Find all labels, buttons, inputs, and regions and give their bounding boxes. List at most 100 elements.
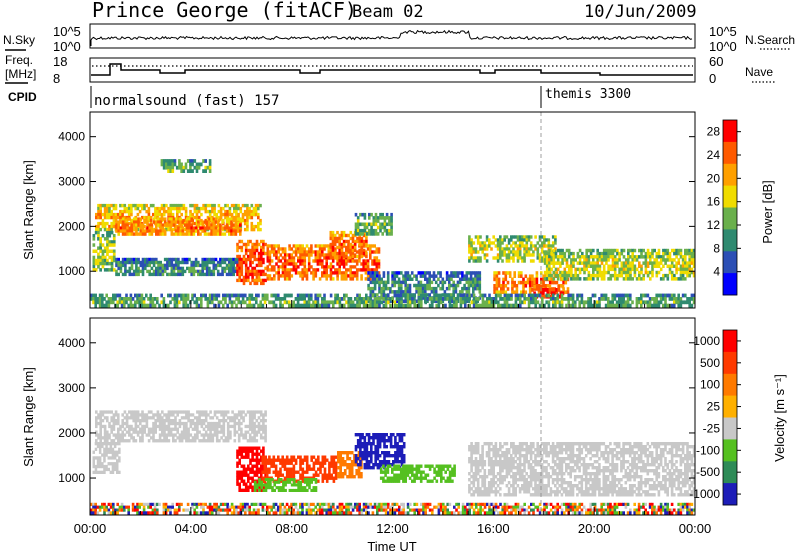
power-cell bbox=[468, 235, 471, 238]
velocity-cell bbox=[238, 483, 241, 486]
power-cell bbox=[387, 278, 390, 282]
power-cell bbox=[341, 237, 344, 240]
power-cell bbox=[510, 244, 513, 247]
nsky-label: N.Sky bbox=[3, 33, 35, 47]
power-cell bbox=[142, 270, 145, 273]
velocity-cell bbox=[99, 445, 102, 448]
power-cell bbox=[241, 270, 244, 273]
velocity-cell bbox=[324, 456, 327, 459]
power-cell bbox=[269, 256, 272, 259]
velocity-cell bbox=[196, 428, 199, 431]
power-cell bbox=[484, 294, 487, 298]
power-cell bbox=[556, 281, 559, 285]
power-cell bbox=[492, 235, 495, 238]
power-cell bbox=[239, 229, 242, 232]
power-cell bbox=[605, 294, 608, 298]
power-cell bbox=[218, 204, 221, 207]
power-cell bbox=[588, 258, 591, 262]
power-cell bbox=[122, 226, 125, 229]
velocity-cell bbox=[317, 474, 320, 477]
velocity-cell bbox=[333, 459, 336, 462]
velocity-cell bbox=[245, 483, 248, 486]
power-cell bbox=[221, 270, 224, 273]
power-cell bbox=[204, 294, 207, 298]
velocity-cell bbox=[99, 439, 102, 442]
velocity-cell bbox=[260, 486, 263, 489]
velocity-cell bbox=[93, 465, 96, 468]
power-cell bbox=[139, 210, 142, 213]
power-cell bbox=[332, 259, 335, 262]
power-cell bbox=[153, 217, 156, 220]
power-cell bbox=[378, 265, 381, 268]
power-cell bbox=[479, 271, 482, 275]
power-cell bbox=[684, 277, 687, 281]
power-cell bbox=[360, 277, 363, 280]
power-cell bbox=[229, 297, 232, 301]
power-cell bbox=[640, 271, 643, 275]
power-cell bbox=[477, 241, 480, 244]
power-cell bbox=[106, 246, 109, 250]
power-cell bbox=[184, 270, 187, 273]
power-cell bbox=[671, 261, 674, 265]
power-cell bbox=[124, 204, 127, 207]
power-cell bbox=[162, 223, 165, 226]
power-cell bbox=[232, 273, 235, 276]
power-cell bbox=[345, 277, 348, 280]
power-cell bbox=[131, 229, 134, 232]
power-cell bbox=[304, 262, 307, 265]
power-cell bbox=[101, 294, 104, 298]
power-cell bbox=[321, 250, 324, 253]
power-cell bbox=[338, 255, 341, 258]
power-cell bbox=[631, 300, 634, 304]
power-cell bbox=[594, 294, 597, 298]
power-cell bbox=[528, 304, 531, 308]
velocity-cell bbox=[262, 450, 265, 453]
power-cell bbox=[221, 226, 224, 229]
power-cell bbox=[110, 228, 113, 231]
velocity-data bbox=[90, 410, 695, 514]
power-cell bbox=[306, 244, 309, 247]
power-cell bbox=[567, 287, 570, 291]
power-cell bbox=[479, 259, 482, 262]
power-cell bbox=[156, 297, 159, 301]
power-cell bbox=[664, 300, 667, 304]
power-cell bbox=[93, 262, 96, 266]
power-cell bbox=[193, 294, 196, 298]
nsearch-tick-bottom: 10^0 bbox=[709, 39, 737, 54]
power-cell bbox=[246, 219, 249, 222]
power-cell bbox=[486, 235, 489, 238]
power-cell bbox=[262, 258, 265, 261]
power-cell bbox=[317, 268, 320, 271]
power-cell bbox=[177, 258, 180, 261]
power-cell bbox=[550, 274, 553, 278]
velocity-cell bbox=[110, 410, 113, 413]
power-cell bbox=[310, 244, 313, 247]
power-cell bbox=[338, 268, 341, 271]
power-cell bbox=[137, 267, 140, 270]
power-cell bbox=[433, 278, 436, 282]
velocity-cell bbox=[124, 433, 127, 436]
velocity-cell bbox=[251, 477, 254, 480]
power-y-tick-label: 1000 bbox=[58, 264, 85, 278]
velocity-cell bbox=[229, 431, 232, 434]
power-cell bbox=[204, 169, 207, 173]
power-cell bbox=[190, 217, 193, 220]
power-cell bbox=[277, 271, 280, 274]
velocity-cell bbox=[269, 483, 272, 486]
velocity-cell bbox=[247, 480, 250, 483]
velocity-cell bbox=[273, 456, 276, 459]
power-cell bbox=[579, 271, 582, 275]
power-colorbar-swatch bbox=[723, 164, 737, 186]
power-cell bbox=[257, 294, 260, 298]
power-cell bbox=[424, 274, 427, 278]
power-cell bbox=[332, 249, 335, 252]
power-cell bbox=[122, 223, 125, 226]
power-cell bbox=[293, 259, 296, 262]
power-cell bbox=[213, 207, 216, 210]
power-cell bbox=[507, 281, 510, 285]
power-cell bbox=[508, 247, 511, 250]
power-cell bbox=[449, 297, 452, 301]
velocity-cell bbox=[299, 462, 302, 465]
power-colorbar-label: 8 bbox=[713, 241, 720, 255]
